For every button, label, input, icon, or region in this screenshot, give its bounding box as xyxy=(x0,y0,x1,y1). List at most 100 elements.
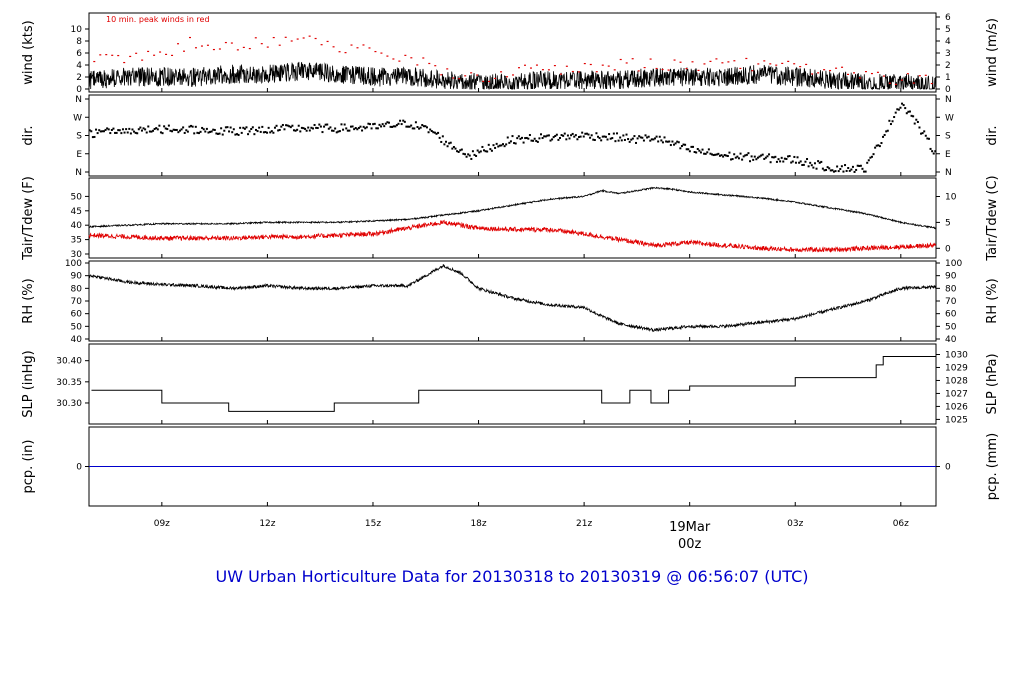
direction-point xyxy=(228,130,231,133)
direction-point xyxy=(345,127,348,130)
direction-point xyxy=(826,166,829,169)
direction-point xyxy=(676,140,679,143)
direction-point xyxy=(785,157,788,160)
direction-point xyxy=(299,130,302,133)
direction-point xyxy=(349,125,352,128)
direction-point xyxy=(722,155,725,158)
direction-point xyxy=(799,160,802,163)
direction-point xyxy=(745,153,748,156)
direction-point xyxy=(813,162,816,165)
direction-point xyxy=(840,165,843,168)
direction-point xyxy=(555,133,558,136)
direction-point xyxy=(153,127,156,130)
direction-point xyxy=(565,138,568,141)
direction-point xyxy=(905,112,908,115)
direction-point xyxy=(433,131,436,134)
direction-point xyxy=(593,139,596,142)
left-axis-label: pcp. (in) xyxy=(21,440,36,494)
direction-point xyxy=(798,161,801,164)
direction-point xyxy=(623,138,626,141)
direction-point xyxy=(574,134,577,137)
peak-wind-note: 10 min. peak winds in red xyxy=(106,15,210,24)
direction-point xyxy=(630,138,633,141)
panel-frame xyxy=(88,260,937,342)
direction-point xyxy=(779,160,782,163)
direction-point xyxy=(449,141,452,144)
left-tick-label: 80 xyxy=(71,284,83,294)
direction-point xyxy=(462,152,465,155)
panel-frame xyxy=(88,343,937,425)
direction-point xyxy=(720,154,723,157)
direction-point xyxy=(145,131,148,134)
direction-point xyxy=(397,122,400,125)
left-axis-label: RH (%) xyxy=(21,278,36,323)
direction-point xyxy=(752,158,755,161)
direction-point xyxy=(286,124,289,127)
right-tick-label: 60 xyxy=(945,310,957,320)
right-tick-label: 1025 xyxy=(945,415,968,425)
direction-point xyxy=(280,125,283,128)
direction-point xyxy=(882,135,885,138)
direction-point xyxy=(392,125,395,128)
direction-point xyxy=(546,134,549,137)
direction-point xyxy=(213,128,216,131)
direction-point xyxy=(359,125,362,128)
direction-point xyxy=(717,152,720,155)
direction-point xyxy=(158,124,161,127)
direction-point xyxy=(614,140,617,143)
direction-point xyxy=(218,132,221,135)
direction-point xyxy=(782,160,785,163)
direction-point xyxy=(323,125,326,128)
direction-point xyxy=(619,136,622,139)
direction-point xyxy=(559,136,562,139)
direction-point xyxy=(375,127,378,130)
left-tick-label: 40 xyxy=(71,221,83,231)
direction-point xyxy=(665,140,668,143)
direction-point xyxy=(114,131,117,134)
direction-point xyxy=(880,142,883,145)
direction-point xyxy=(194,125,197,128)
direction-point xyxy=(690,145,693,148)
direction-point xyxy=(319,125,322,128)
direction-point xyxy=(492,144,495,147)
direction-point xyxy=(519,137,522,140)
direction-point xyxy=(771,156,774,159)
direction-point xyxy=(163,125,166,128)
direction-point xyxy=(430,130,433,133)
direction-point xyxy=(832,170,835,173)
x-tick-label: 12z xyxy=(259,519,275,529)
direction-point xyxy=(429,128,432,131)
direction-point xyxy=(285,124,288,127)
direction-point xyxy=(269,131,272,134)
direction-point xyxy=(589,136,592,139)
direction-point xyxy=(486,150,489,153)
direction-point xyxy=(582,135,585,138)
direction-point xyxy=(253,133,256,136)
direction-point xyxy=(115,131,118,134)
direction-point xyxy=(730,158,733,161)
right-axis-label: dir. xyxy=(985,125,1000,145)
direction-point xyxy=(234,133,237,136)
direction-point xyxy=(102,130,105,133)
direction-point xyxy=(864,170,867,173)
direction-point xyxy=(736,155,739,158)
right-tick-label: 4 xyxy=(945,37,951,47)
direction-point xyxy=(836,165,839,168)
direction-point xyxy=(327,127,330,130)
direction-point xyxy=(897,108,900,111)
panel-slp: SLP (inHg) SLP (hPa) 30.30 30.35 30.40 1025 10… xyxy=(21,343,1000,425)
direction-point xyxy=(174,128,177,131)
direction-point xyxy=(307,126,310,129)
direction-point xyxy=(494,146,497,149)
right-tick-label: 1029 xyxy=(945,363,968,373)
direction-point xyxy=(381,123,384,126)
right-tick-label: E xyxy=(945,150,951,160)
direction-point xyxy=(302,127,305,130)
direction-point xyxy=(383,125,386,128)
direction-point xyxy=(191,125,194,128)
direction-point xyxy=(636,137,639,140)
series-dew-point xyxy=(88,219,936,253)
x-tick-label: 09z xyxy=(154,519,170,529)
direction-point xyxy=(698,149,701,152)
right-tick-label: 3 xyxy=(945,49,951,59)
